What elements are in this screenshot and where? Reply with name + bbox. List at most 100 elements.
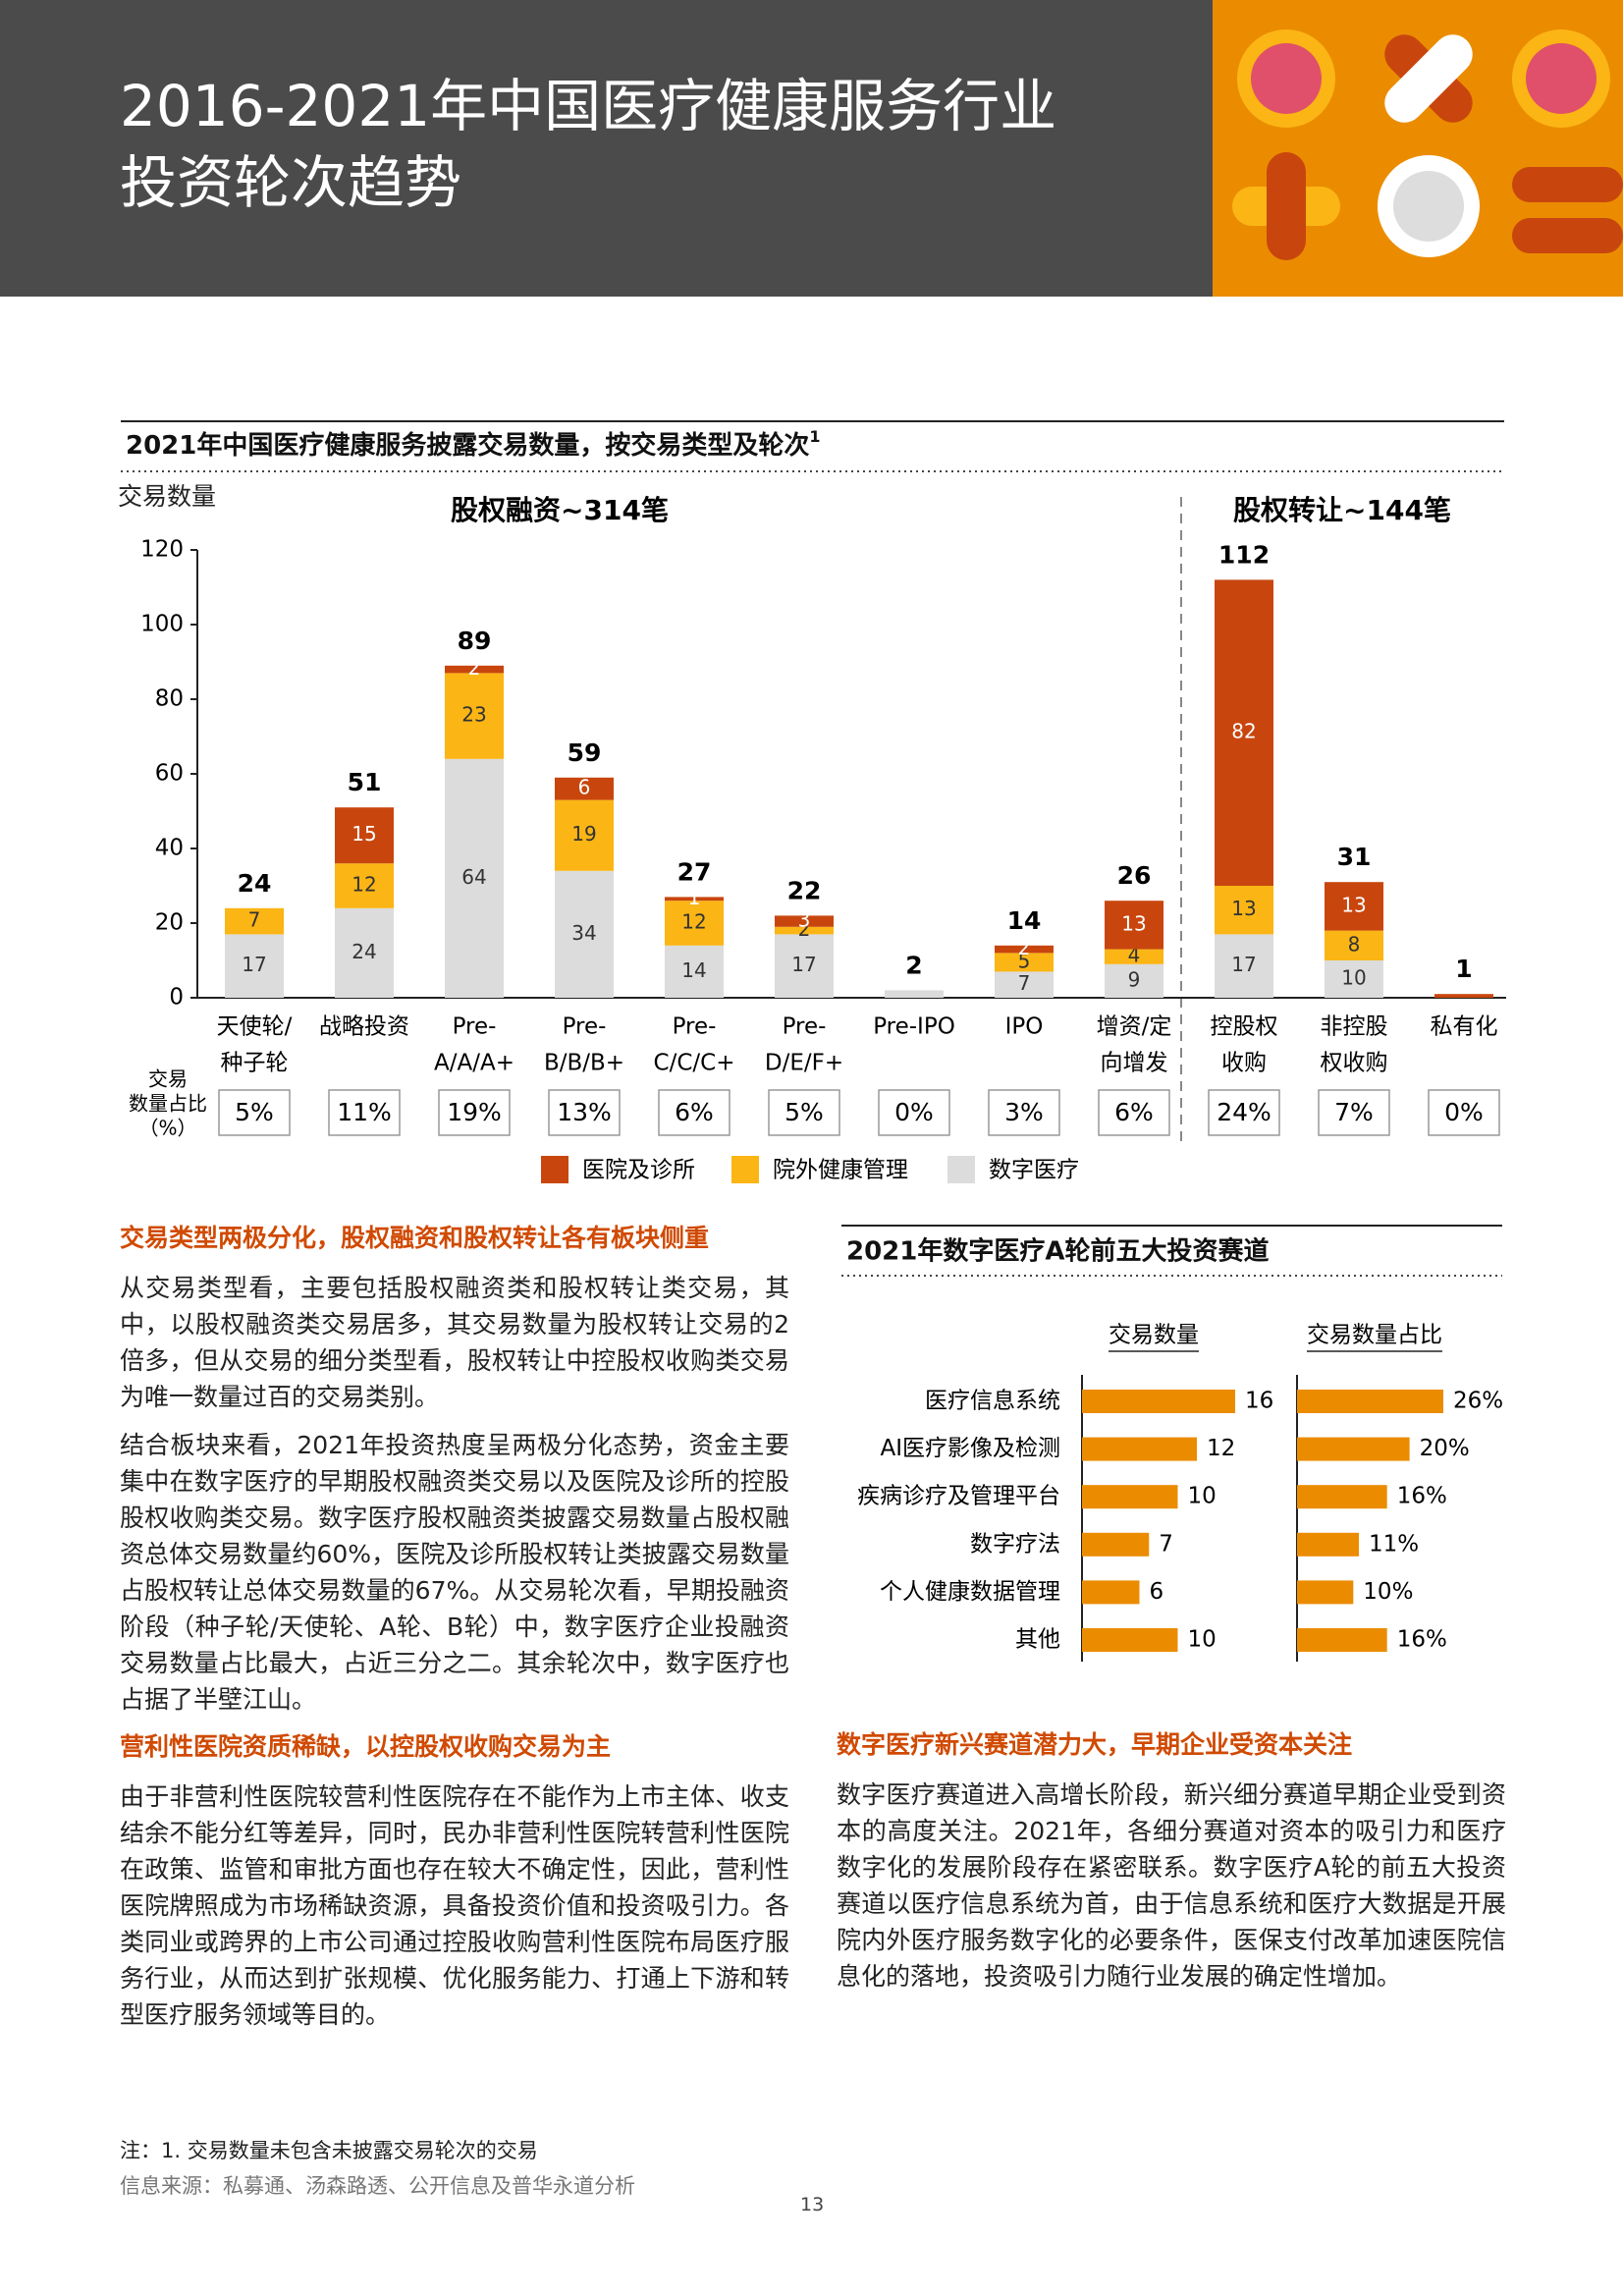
bar-segment <box>775 934 834 998</box>
share-label: 3% <box>1004 1098 1044 1126</box>
segment-label: 3 <box>798 908 811 932</box>
segment-label: 13 <box>1231 897 1256 920</box>
share-row-label: （%） <box>138 1117 196 1140</box>
value-label: 16% <box>1397 1627 1447 1653</box>
chart-title: 2021年中国医疗健康服务披露交易数量，按交易类型及轮次1 <box>126 427 821 461</box>
share-box <box>438 1089 511 1136</box>
bar-segment <box>1215 886 1273 935</box>
value-label: 11% <box>1369 1531 1419 1557</box>
segment-label: 14 <box>681 958 706 982</box>
bar-segment <box>555 799 614 871</box>
x-tick-label: 收购 <box>1221 1051 1267 1076</box>
bar-segment <box>1215 579 1273 886</box>
y-tick-label: 120 <box>140 537 184 563</box>
total-label: 24 <box>238 869 272 898</box>
source: 信息来源：私募通、汤森路透、公开信息及普华永道分析 <box>120 2174 635 2198</box>
value-label: 16 <box>1245 1389 1273 1414</box>
bar-segment <box>335 907 394 998</box>
page-number: 13 <box>800 2194 825 2215</box>
bar <box>1297 1628 1387 1652</box>
bar-segment <box>445 758 504 998</box>
segment-label: 17 <box>242 953 266 976</box>
share-label: 11% <box>337 1098 392 1126</box>
paragraph: 由于非营利性医院较营利性医院存在不能作为上市主体、收支结余不能分红等差异，同时，… <box>120 1782 789 2029</box>
bar <box>1082 1580 1140 1605</box>
segment-label: 6 <box>578 776 591 799</box>
bar-segment <box>555 777 614 800</box>
bar-segment <box>1325 930 1383 960</box>
segment-label: 2 <box>468 656 481 680</box>
bar-segment <box>335 807 394 864</box>
bar-segment <box>335 863 394 908</box>
segment-label: 82 <box>1231 720 1256 743</box>
share-box <box>878 1089 950 1136</box>
category-label: 医疗信息系统 <box>925 1389 1060 1414</box>
x-tick-label: C/C/C+ <box>654 1051 735 1076</box>
bar-segment <box>995 971 1054 998</box>
x-tick-label: Pre- <box>673 1014 717 1040</box>
category-label: 其他 <box>1015 1627 1060 1653</box>
segment-label: 9 <box>1128 967 1141 991</box>
total-label: 1 <box>1455 955 1472 983</box>
segment-label: 19 <box>571 822 596 846</box>
share-row-label: 数量占比 <box>129 1092 207 1116</box>
page-title: 投资轮次趋势 <box>120 149 461 216</box>
share-box <box>1318 1089 1390 1136</box>
segment-label: 17 <box>791 953 816 976</box>
x-tick-label: Pre- <box>783 1014 827 1040</box>
chart-title-note: 1 <box>809 427 820 446</box>
bar-segment <box>1325 960 1383 998</box>
bar-segment <box>665 897 724 902</box>
value-label: 10% <box>1363 1579 1413 1605</box>
footnote: 注：1. 交易数量未包含未披露交易轮次的交易 <box>120 2139 538 2162</box>
segment-label: 8 <box>1348 932 1361 956</box>
bar <box>1082 1628 1178 1652</box>
text-block: 数字医疗新兴赛道潜力大，早期企业受资本关注 数字医疗赛道进入高增长阶段，新兴细分… <box>837 1727 1506 2006</box>
bar-segment <box>885 990 944 998</box>
segment-label: 5 <box>1018 949 1031 972</box>
y-tick-label: 60 <box>155 761 184 787</box>
section-heading: 交易类型两极分化，股权融资和股权转让各有板块侧重 <box>120 1224 710 1252</box>
bar <box>1297 1437 1410 1461</box>
value-label: 10 <box>1188 1484 1217 1509</box>
share-box <box>1208 1089 1280 1136</box>
total-label: 26 <box>1117 861 1152 890</box>
value-label: 12 <box>1207 1436 1235 1461</box>
value-label: 7 <box>1159 1531 1173 1557</box>
segment-label: 17 <box>1231 953 1256 976</box>
legend-label: 医院及诊所 <box>582 1158 695 1183</box>
total-label: 14 <box>1007 906 1042 935</box>
segment-label: 13 <box>1121 911 1146 935</box>
chart-title-text: 2021年中国医疗健康服务披露交易数量，按交易类型及轮次 <box>126 430 809 461</box>
x-tick-label: 权收购 <box>1321 1051 1388 1076</box>
bar <box>1082 1532 1150 1557</box>
bar-segment <box>1434 994 1493 998</box>
chart-title: 2021年数字医疗A轮前五大投资赛道 <box>846 1236 1270 1267</box>
x-tick-label: Pre- <box>453 1014 497 1040</box>
bar-segment <box>445 665 504 674</box>
share-label: 0% <box>894 1098 934 1126</box>
total-label: 22 <box>787 876 822 904</box>
total-label: 112 <box>1218 540 1270 569</box>
bar <box>1297 1532 1360 1557</box>
text-block: 交易类型两极分化，股权融资和股权转让各有板块侧重 从交易类型看，主要包括股权融资… <box>120 1221 789 2045</box>
category-label: 个人健康数据管理 <box>880 1579 1060 1605</box>
share-label: 7% <box>1334 1098 1374 1126</box>
x-tick-label: IPO <box>1005 1014 1044 1040</box>
total-label: 59 <box>568 738 602 767</box>
segment-label: 12 <box>352 873 376 897</box>
total-label: 89 <box>458 627 492 655</box>
x-tick-label: 向增发 <box>1101 1051 1168 1076</box>
value-label: 10 <box>1188 1627 1217 1653</box>
column-header: 交易数量 <box>1109 1323 1199 1348</box>
y-tick-label: 0 <box>169 985 184 1011</box>
share-label: 0% <box>1444 1098 1484 1126</box>
share-box <box>988 1089 1060 1136</box>
bar-segment <box>665 901 724 946</box>
share-row-label: 交易 <box>148 1067 188 1091</box>
total-label: 27 <box>677 857 712 886</box>
x-tick-label: A/A/A+ <box>434 1051 514 1076</box>
share-box <box>218 1089 291 1136</box>
x-tick-label: Pre-IPO <box>873 1014 955 1040</box>
